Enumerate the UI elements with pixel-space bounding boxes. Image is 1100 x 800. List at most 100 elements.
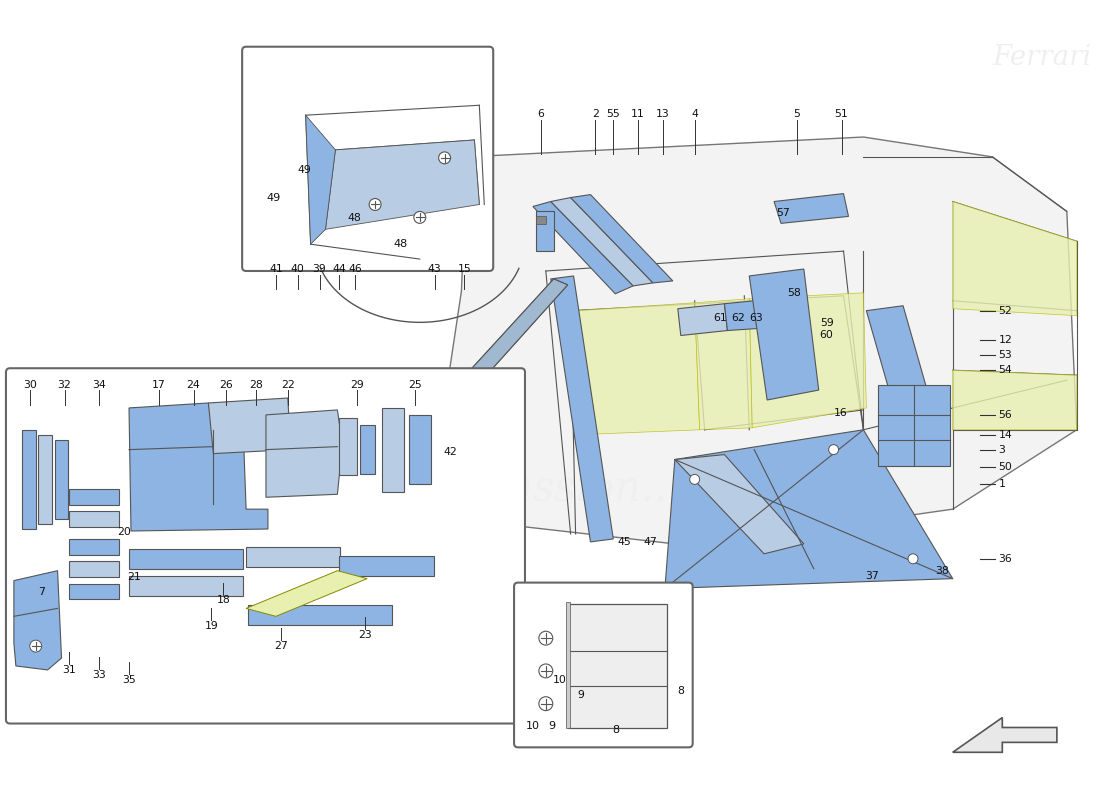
Polygon shape: [447, 137, 1077, 544]
Bar: [565, 602, 570, 729]
Text: 7: 7: [37, 586, 45, 597]
Text: 61: 61: [714, 313, 727, 322]
Bar: [55, 440, 68, 519]
Text: 5: 5: [793, 109, 801, 119]
Text: 24: 24: [187, 380, 200, 390]
Bar: [37, 434, 52, 524]
Text: 25: 25: [408, 380, 421, 390]
Text: 9: 9: [578, 690, 584, 700]
Circle shape: [690, 474, 700, 484]
Text: 20: 20: [117, 527, 131, 537]
Text: 18: 18: [217, 595, 230, 606]
Text: 6: 6: [538, 109, 544, 119]
Text: Ferrari: Ferrari: [992, 44, 1091, 71]
Circle shape: [370, 198, 381, 210]
Polygon shape: [695, 298, 752, 430]
Text: 63: 63: [749, 313, 763, 322]
Polygon shape: [326, 140, 480, 230]
Polygon shape: [129, 403, 268, 531]
Bar: [246, 547, 340, 566]
Text: 48: 48: [348, 214, 361, 223]
Text: 57: 57: [776, 209, 790, 218]
Text: 8: 8: [613, 726, 619, 735]
FancyBboxPatch shape: [242, 46, 493, 271]
Text: 46: 46: [349, 264, 362, 274]
Text: 3: 3: [999, 445, 1005, 454]
Polygon shape: [867, 306, 933, 415]
Text: 39: 39: [312, 264, 327, 274]
Polygon shape: [306, 115, 336, 244]
Circle shape: [539, 697, 553, 710]
Text: 13: 13: [656, 109, 670, 119]
Text: 49: 49: [266, 193, 280, 202]
Polygon shape: [953, 370, 1077, 430]
Text: 17: 17: [152, 380, 166, 390]
Text: 48: 48: [393, 239, 407, 249]
Text: 35: 35: [122, 675, 136, 685]
Text: 31: 31: [63, 665, 76, 675]
Circle shape: [30, 640, 42, 652]
Text: 36: 36: [999, 554, 1012, 564]
Text: 32: 32: [57, 380, 72, 390]
Bar: [69, 561, 119, 577]
Text: 50: 50: [999, 462, 1012, 473]
Circle shape: [908, 554, 918, 564]
Text: 23: 23: [359, 630, 372, 640]
Text: 19: 19: [205, 622, 218, 631]
Bar: [69, 583, 119, 599]
Text: 22: 22: [280, 380, 295, 390]
Text: 45: 45: [617, 537, 631, 547]
Polygon shape: [674, 454, 804, 554]
Text: 53: 53: [999, 350, 1012, 360]
FancyBboxPatch shape: [514, 582, 693, 747]
Text: 37: 37: [866, 570, 879, 581]
Text: 56: 56: [999, 410, 1012, 420]
Circle shape: [828, 445, 838, 454]
Text: 42: 42: [443, 446, 458, 457]
Text: 10: 10: [553, 675, 566, 685]
Polygon shape: [532, 202, 634, 294]
Bar: [878, 385, 949, 466]
Bar: [536, 211, 553, 251]
Text: 54: 54: [999, 366, 1012, 375]
Text: 9: 9: [548, 721, 554, 730]
Polygon shape: [551, 198, 653, 286]
Bar: [69, 539, 119, 555]
Bar: [340, 556, 433, 576]
Text: 59: 59: [820, 318, 834, 327]
Bar: [69, 490, 119, 505]
Bar: [69, 511, 119, 527]
Text: 34: 34: [92, 380, 106, 390]
Text: 26: 26: [219, 380, 233, 390]
Bar: [129, 576, 243, 595]
Polygon shape: [678, 304, 727, 335]
Bar: [568, 605, 667, 729]
FancyBboxPatch shape: [6, 368, 525, 723]
Text: 49: 49: [298, 165, 311, 174]
Circle shape: [539, 664, 553, 678]
Text: 55: 55: [606, 109, 620, 119]
Circle shape: [414, 211, 426, 223]
Polygon shape: [14, 570, 62, 670]
Text: 12: 12: [999, 335, 1012, 346]
Polygon shape: [953, 202, 1077, 316]
Text: 4: 4: [691, 109, 698, 119]
Polygon shape: [456, 279, 568, 393]
Text: 40: 40: [290, 264, 305, 274]
Text: 44: 44: [332, 264, 346, 274]
Text: 28: 28: [250, 380, 263, 390]
Bar: [249, 606, 392, 626]
Text: 29: 29: [351, 380, 364, 390]
Text: 62: 62: [732, 313, 745, 322]
Text: 30: 30: [23, 380, 36, 390]
Text: 33: 33: [92, 670, 106, 680]
Text: 10: 10: [526, 721, 540, 730]
Text: 16: 16: [834, 408, 847, 418]
Polygon shape: [749, 293, 867, 428]
Bar: [360, 425, 375, 474]
Text: 52: 52: [999, 306, 1012, 316]
Polygon shape: [246, 570, 367, 616]
Bar: [382, 408, 404, 492]
Polygon shape: [725, 301, 757, 330]
Bar: [340, 418, 358, 475]
